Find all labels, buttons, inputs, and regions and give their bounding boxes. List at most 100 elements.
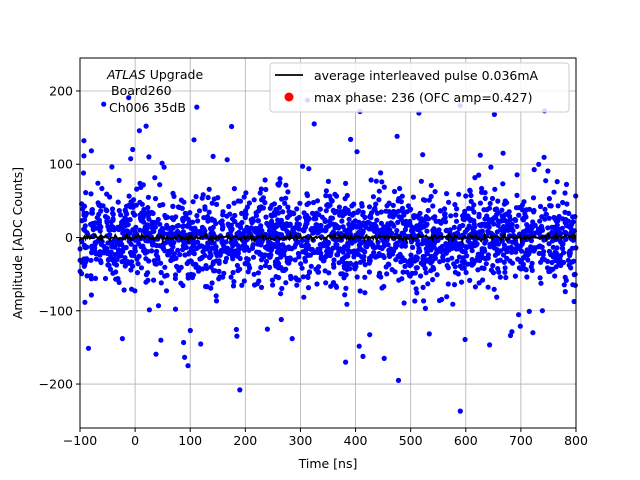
data-point xyxy=(482,190,488,196)
data-point xyxy=(410,194,416,200)
data-point xyxy=(530,195,537,201)
data-point xyxy=(306,166,312,172)
data-point xyxy=(362,239,368,246)
data-point xyxy=(195,268,202,274)
data-point xyxy=(120,230,126,236)
data-point xyxy=(357,223,364,229)
data-point xyxy=(190,248,196,254)
data-point xyxy=(98,259,104,266)
data-point xyxy=(391,188,398,195)
data-point xyxy=(299,265,305,271)
data-point xyxy=(250,254,257,260)
data-point xyxy=(487,244,493,250)
data-point xyxy=(88,292,94,298)
data-point xyxy=(342,227,348,233)
data-point xyxy=(329,215,336,221)
data-point xyxy=(420,197,427,203)
data-point xyxy=(193,261,199,267)
data-point xyxy=(443,219,449,225)
data-point xyxy=(451,282,458,288)
data-point xyxy=(88,148,94,154)
data-point xyxy=(516,231,523,237)
data-point xyxy=(501,259,507,265)
data-point xyxy=(532,246,538,253)
data-point xyxy=(388,220,394,226)
y-axis-ticks: −200 −100 0 100 200 xyxy=(39,83,80,392)
data-point xyxy=(123,228,130,234)
data-point xyxy=(168,257,174,264)
data-point xyxy=(109,244,115,250)
data-point xyxy=(340,271,346,277)
data-point xyxy=(115,199,121,205)
data-point xyxy=(277,180,283,186)
data-point xyxy=(438,220,444,226)
data-point xyxy=(306,200,312,206)
data-point xyxy=(325,178,331,184)
data-point xyxy=(112,256,118,262)
data-point xyxy=(157,228,164,234)
data-point xyxy=(83,190,89,196)
data-point xyxy=(298,261,304,267)
data-point xyxy=(475,267,481,273)
average-pulse-line xyxy=(79,229,577,245)
data-point xyxy=(81,138,87,144)
data-point xyxy=(169,215,175,221)
data-point xyxy=(153,242,159,249)
data-point xyxy=(191,137,197,143)
plot-frame xyxy=(79,57,577,429)
data-point xyxy=(179,247,186,253)
data-point xyxy=(468,241,474,247)
data-point xyxy=(144,222,150,228)
data-point xyxy=(528,264,534,270)
data-point xyxy=(499,213,505,219)
data-point xyxy=(134,186,140,192)
data-point xyxy=(218,247,224,253)
data-point xyxy=(300,249,306,255)
data-point xyxy=(409,256,415,262)
data-point xyxy=(233,326,239,333)
data-point xyxy=(82,217,88,223)
data-point xyxy=(348,136,354,142)
data-point xyxy=(531,207,537,214)
data-point xyxy=(129,259,135,265)
data-point xyxy=(387,253,393,259)
data-point xyxy=(563,181,570,187)
data-point xyxy=(501,201,507,207)
data-point xyxy=(81,263,87,269)
data-point xyxy=(502,265,508,271)
data-point xyxy=(430,203,436,209)
data-point xyxy=(224,213,230,219)
data-point xyxy=(99,185,105,192)
data-point xyxy=(373,178,379,184)
data-point xyxy=(346,226,352,232)
data-point xyxy=(210,261,216,267)
data-point xyxy=(571,258,577,264)
data-point xyxy=(398,199,404,205)
data-point xyxy=(376,188,382,194)
data-point xyxy=(512,273,519,279)
data-point xyxy=(220,224,226,230)
data-point xyxy=(345,253,351,259)
data-point xyxy=(119,259,125,265)
data-point xyxy=(413,286,419,292)
data-point xyxy=(381,254,387,260)
data-point xyxy=(141,248,147,254)
data-point xyxy=(526,206,533,212)
data-point xyxy=(476,280,482,286)
legend-entry-max-phase: max phase: 236 (OFC amp=0.427) xyxy=(314,90,532,105)
data-point xyxy=(555,218,561,224)
data-point xyxy=(537,203,544,210)
data-point xyxy=(517,243,524,249)
data-point xyxy=(509,329,515,335)
data-point xyxy=(222,259,228,265)
data-point xyxy=(387,212,393,218)
data-point xyxy=(398,259,404,265)
data-point xyxy=(235,198,241,204)
data-point xyxy=(544,265,551,271)
data-point xyxy=(138,218,144,224)
data-point xyxy=(226,223,232,229)
data-point xyxy=(136,128,142,134)
data-point xyxy=(475,251,481,257)
data-point xyxy=(93,256,99,262)
x-tick-label: 100 xyxy=(178,433,202,448)
